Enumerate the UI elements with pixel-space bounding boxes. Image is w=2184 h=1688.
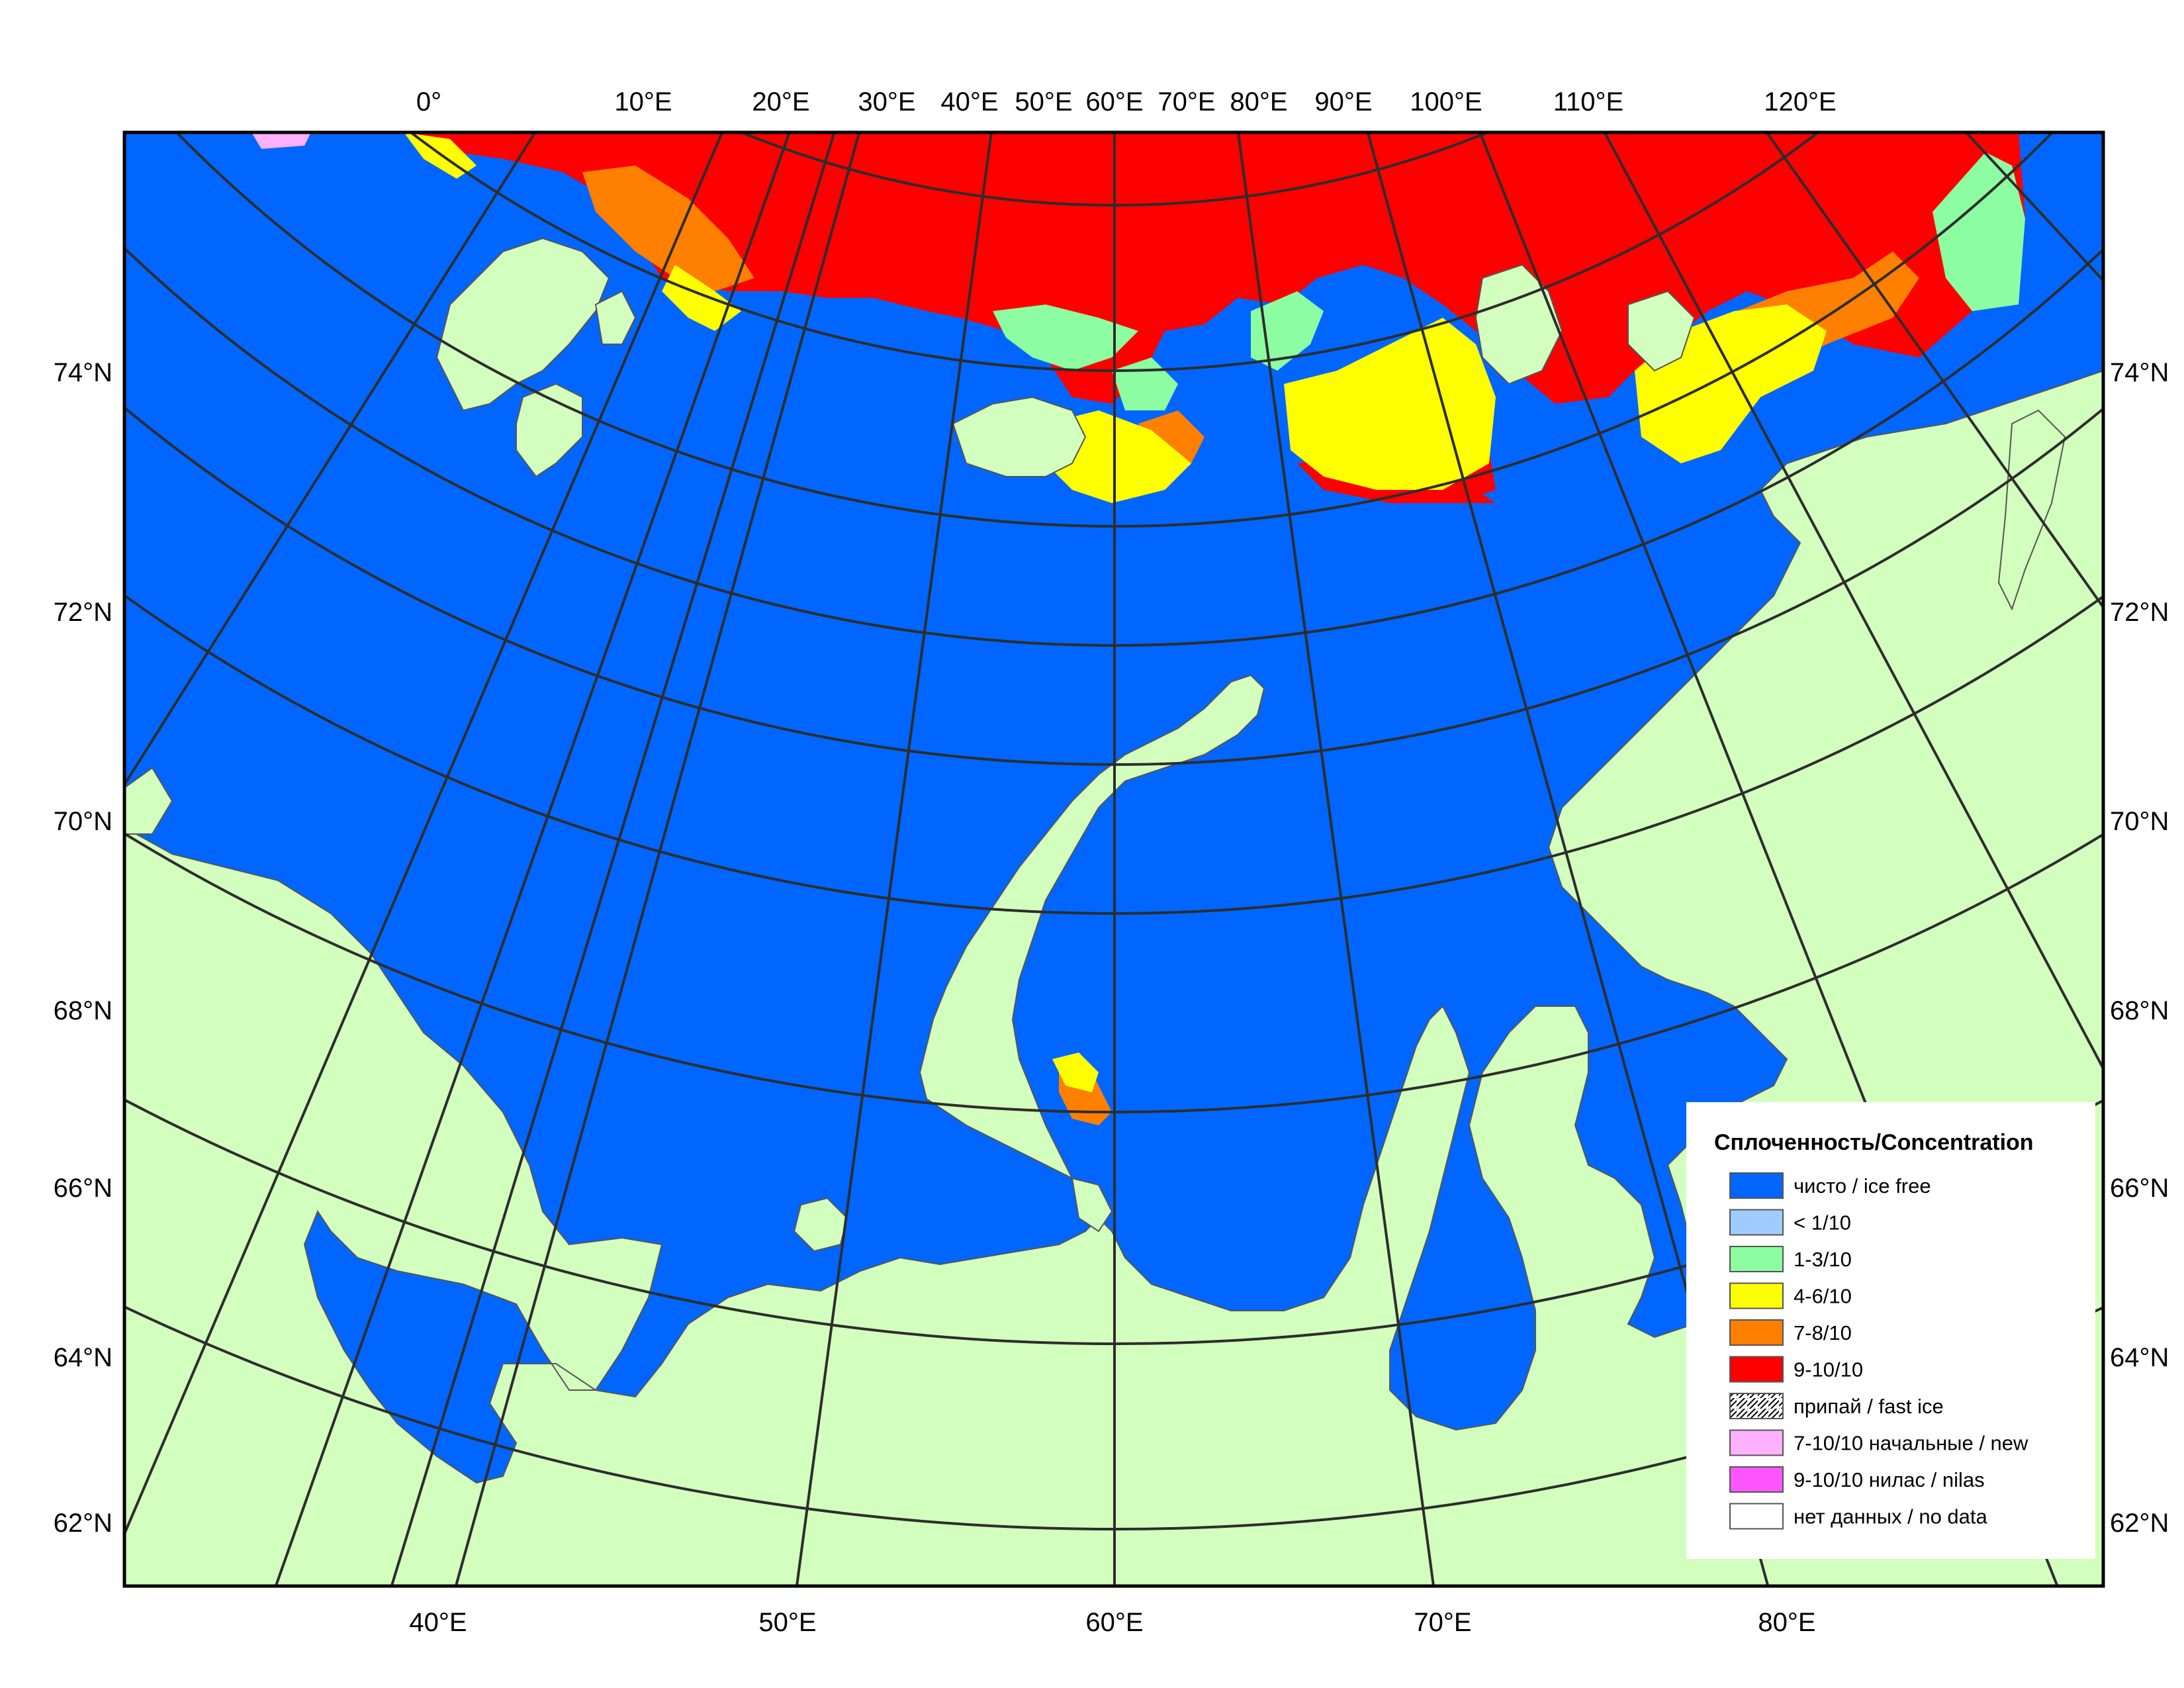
meridian-30e xyxy=(390,132,836,1586)
meridian-70e xyxy=(1236,132,1435,1586)
land-svalbard xyxy=(435,237,610,412)
legend-swatch xyxy=(1729,1503,1784,1530)
top-tick-label: 90°E xyxy=(1314,87,1372,117)
ice-zone-1-3-severnaya xyxy=(1251,291,1324,371)
ice-zone-1-3-east xyxy=(1933,152,2025,311)
top-tick-label: 120°E xyxy=(1764,87,1836,117)
ice-zone-new-ice xyxy=(251,132,311,149)
legend-swatch xyxy=(1729,1246,1784,1272)
bottom-tick-label: 50°E xyxy=(758,1608,816,1637)
ice-zone-9-10 xyxy=(404,132,2025,404)
right-tick-label: 64°N xyxy=(2110,1343,2169,1372)
legend-item-label: 7-8/10 xyxy=(1794,1321,1852,1344)
legend-swatch xyxy=(1729,1282,1784,1309)
map-frame xyxy=(122,130,2105,1588)
legend-item-label: чисто / ice free xyxy=(1794,1174,1931,1197)
left-tick-label: 68°N xyxy=(54,996,113,1025)
legend-swatch xyxy=(1729,1356,1784,1383)
top-tick-label: 110°E xyxy=(1553,87,1623,117)
left-tick-label: 74°N xyxy=(54,358,113,387)
top-tick-label: 60°E xyxy=(1085,87,1143,117)
land-severnaya-zemlya xyxy=(1475,263,1563,385)
right-tick-label: 62°N xyxy=(2110,1509,2169,1538)
left-tick-label: 70°N xyxy=(54,807,113,836)
left-tick-label: 66°N xyxy=(54,1174,113,1203)
land-kolguev-island xyxy=(793,1197,848,1252)
right-tick-label: 74°N xyxy=(2110,358,2169,387)
legend-item-label: 9-10/10 нилас / nilas xyxy=(1794,1468,1985,1491)
right-latitude-labels: 74°N 72°N 70°N 68°N 66°N 64°N 62°N xyxy=(2110,358,2169,1538)
land-novaya-zemlya xyxy=(919,674,1265,1180)
land-franz-josef xyxy=(952,396,1087,477)
ice-zone-1-3-franz xyxy=(993,305,1138,371)
land-greenland-corner xyxy=(124,767,173,835)
left-tick-label: 62°N xyxy=(54,1509,113,1538)
bottom-tick-label: 80°E xyxy=(1758,1608,1815,1637)
legend-title: Сплоченность/Concentration xyxy=(1714,1130,2034,1155)
left-tick-label: 72°N xyxy=(54,598,113,627)
legend-swatch xyxy=(1729,1429,1784,1456)
legend-item-label: нет данных / no data xyxy=(1794,1505,1988,1528)
bottom-tick-label: 70°E xyxy=(1414,1608,1471,1637)
ice-zone-4-6-svalbard xyxy=(662,265,741,331)
top-tick-label: 40°E xyxy=(940,87,998,117)
legend-swatch xyxy=(1729,1393,1784,1419)
top-tick-label: 10°E xyxy=(614,87,672,117)
land-mainland-west xyxy=(124,369,2103,1586)
meridian-110e xyxy=(1764,132,2103,610)
legend-item-label: 4-6/10 xyxy=(1794,1285,1852,1308)
meridian-0 xyxy=(124,132,537,788)
top-tick-label: 50°E xyxy=(1015,87,1072,117)
meridian-40e xyxy=(454,132,861,1586)
ice-zone-4-6-kara xyxy=(1284,318,1496,490)
land-svalbard-east xyxy=(594,290,637,345)
meridian-80e xyxy=(1366,132,1770,1586)
legend-item-label: 1-3/10 xyxy=(1794,1248,1852,1271)
bottom-tick-label: 40°E xyxy=(409,1608,467,1637)
land-vaygach-island xyxy=(1071,1177,1113,1233)
legend-item-label: < 1/10 xyxy=(1794,1211,1851,1235)
land-new-siberian xyxy=(1627,290,1696,372)
meridian-10e xyxy=(124,132,724,1538)
top-tick-label: 0° xyxy=(416,87,441,117)
legend-item-label: припай / fast ice xyxy=(1794,1395,1944,1418)
legend: Сплоченность/Concentration чисто / ice f… xyxy=(1686,1102,2095,1559)
ice-zone-7-8-west xyxy=(582,165,754,291)
land-taymyr xyxy=(1997,409,2066,611)
meridian-100e xyxy=(1603,132,2103,1072)
top-tick-label: 20°E xyxy=(752,87,809,117)
right-tick-label: 68°N xyxy=(2110,996,2169,1025)
legend-swatch xyxy=(1729,1466,1784,1493)
bottom-longitude-labels: 40°E 50°E 60°E 70°E 80°E xyxy=(409,1608,1815,1637)
bottom-tick-label: 60°E xyxy=(1085,1608,1143,1637)
legend-swatch xyxy=(1729,1319,1784,1346)
top-longitude-labels: 0° 10°E 20°E 30°E 40°E 50°E 60°E 70°E 80°E 90°E 10… xyxy=(416,87,1837,117)
left-latitude-labels: 74°N 72°N 70°N 68°N 66°N 64°N 62°N xyxy=(54,358,113,1538)
top-tick-label: 100°E xyxy=(1410,87,1482,117)
legend-item-label: 9-10/10 xyxy=(1794,1358,1863,1382)
top-tick-label: 30°E xyxy=(858,87,915,117)
ice-zone-4-6-novaya xyxy=(1052,1053,1099,1092)
legend-swatch xyxy=(1729,1172,1784,1199)
legend-swatch xyxy=(1729,1209,1784,1236)
legend-item-label: 7-10/10 начальные / new xyxy=(1794,1432,2028,1455)
left-tick-label: 64°N xyxy=(54,1343,113,1372)
right-tick-label: 70°N xyxy=(2110,807,2169,836)
meridian-20e xyxy=(274,132,791,1586)
right-tick-label: 72°N xyxy=(2110,598,2169,627)
top-tick-label: 80°E xyxy=(1230,87,1287,117)
meridian-50e xyxy=(795,132,993,1586)
top-tick-label: 70°E xyxy=(1158,87,1215,117)
right-tick-label: 66°N xyxy=(2110,1174,2169,1203)
